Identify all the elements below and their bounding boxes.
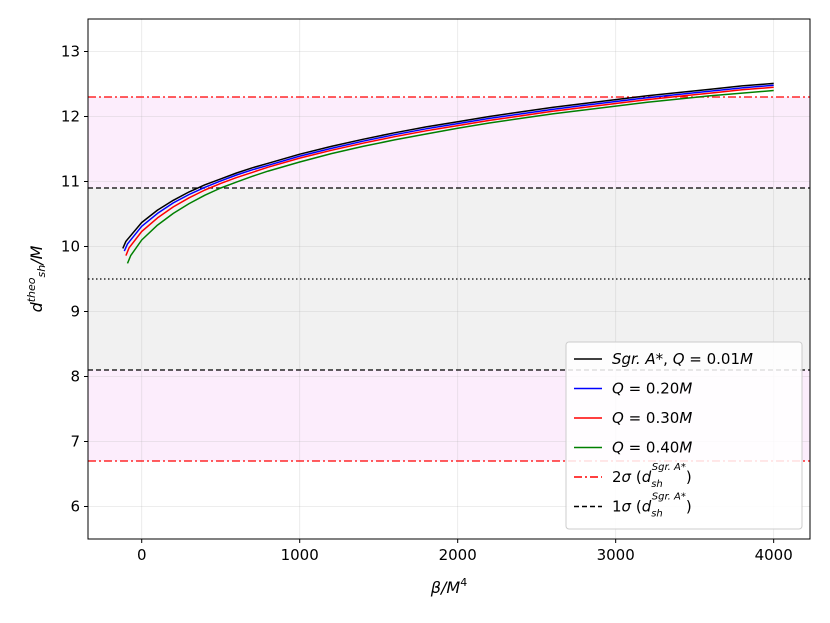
series-lines	[122, 82, 774, 264]
series-line-1	[123, 84, 774, 252]
x-axis-label: β/M4	[430, 576, 467, 597]
plot-frame	[87, 18, 811, 540]
legend-label-2: Q = 0.30M	[612, 409, 692, 427]
grid	[88, 19, 810, 539]
y-axis-label-sup: theo	[25, 277, 38, 302]
y-axis-label-sub: sh	[35, 265, 48, 278]
legend-box	[565, 341, 803, 530]
x-tick-label-4: 4000	[755, 546, 793, 564]
y-tick-label-0: 6	[70, 498, 80, 516]
y-tick-label-3: 9	[70, 303, 80, 321]
sigma-band-0	[88, 97, 810, 188]
y-tick-label-7: 13	[61, 43, 80, 61]
legend-label-5: 1σ (dshSgr. A*)	[612, 492, 692, 520]
x-axis-label-sup: 4	[460, 576, 467, 589]
legend-label-1: Q = 0.20M	[612, 380, 692, 398]
y-axis-label: dtheosh/M	[25, 245, 48, 312]
series-line-0	[122, 82, 774, 249]
x-tick-label-2: 2000	[439, 546, 477, 564]
y-axis-label-tail: /M	[27, 245, 46, 266]
legend-label-0: Sgr. A*, Q = 0.01M	[612, 350, 753, 368]
y-tick-label-2: 8	[70, 368, 80, 386]
y-axis-label-main: d	[27, 301, 46, 312]
x-axis-label-main: β/M	[430, 578, 461, 597]
x-axis-ticks: 0 1000 2000 3000 4000	[137, 539, 793, 564]
x-tick-label-0: 0	[137, 546, 147, 564]
y-tick-label-5: 11	[61, 173, 80, 191]
legend-label-3: Q = 0.40M	[612, 439, 692, 457]
y-axis-ticks: 6 7 8 9 10 11 12 13	[61, 43, 88, 516]
x-tick-label-1: 1000	[281, 546, 319, 564]
series-line-2	[125, 86, 774, 256]
legend: Sgr. A*, Q = 0.01M Q = 0.20M Q = 0.30M Q = …	[565, 341, 803, 530]
x-tick-label-3: 3000	[597, 546, 635, 564]
y-tick-label-1: 7	[70, 433, 80, 451]
y-tick-label-4: 10	[61, 238, 80, 256]
y-tick-label-6: 12	[61, 108, 80, 126]
legend-label-4: 2σ (dshSgr. A*)	[612, 462, 692, 490]
series-line-3	[126, 89, 774, 264]
